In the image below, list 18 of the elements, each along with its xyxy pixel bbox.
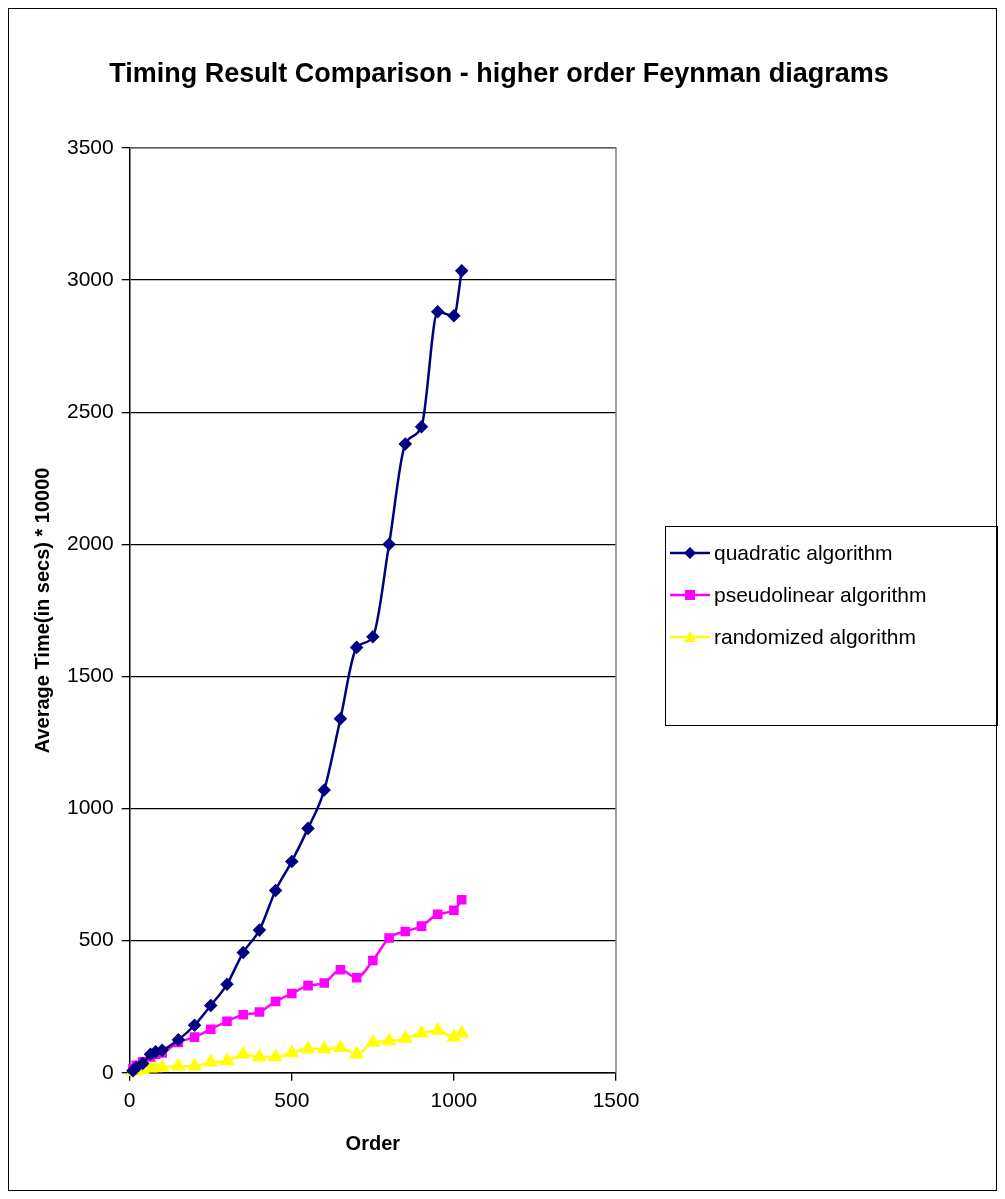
x-tick-label: 0 <box>123 1088 136 1112</box>
x-tick-label: 500 <box>274 1088 310 1112</box>
y-tick-label: 3000 <box>67 266 114 290</box>
y-tick-label: 0 <box>102 1059 114 1083</box>
x-tick-label: 1000 <box>430 1088 478 1112</box>
y-tick-label: 1000 <box>67 795 114 819</box>
legend-label: quadratic algorithm <box>714 541 894 565</box>
y-tick-label: 2500 <box>67 399 114 423</box>
x-tick-label: 1500 <box>592 1088 640 1112</box>
x-axis-title: Order <box>345 1131 401 1154</box>
y-axis-title: Average Time(in secs) * 10000 <box>30 467 53 754</box>
y-tick-label: 2000 <box>67 531 114 555</box>
legend-label: randomized algorithm <box>714 625 917 649</box>
y-tick-label: 1500 <box>67 663 114 687</box>
y-tick-label: 500 <box>78 927 114 951</box>
y-tick-label: 3500 <box>67 134 114 158</box>
legend-label: pseudolinear algorithm <box>714 583 928 607</box>
chart-title: Timing Result Comparison - higher order Feynman diagrams <box>108 57 890 90</box>
